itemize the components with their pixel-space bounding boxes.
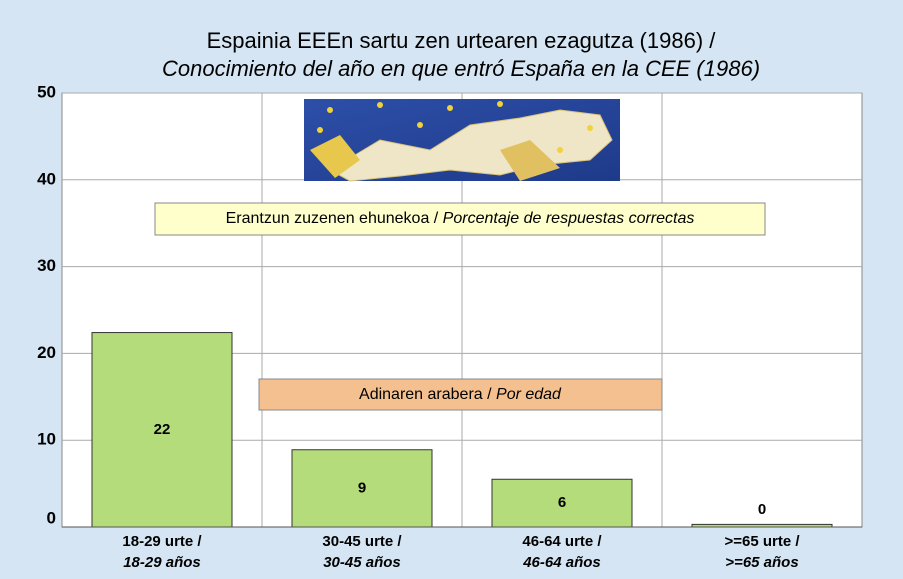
x-tick-label: 30-45 años xyxy=(323,554,401,571)
y-tick-label: 20 xyxy=(37,343,56,362)
x-tick-label: 46-64 urte / xyxy=(522,533,602,550)
annotation-text: Por edad xyxy=(496,386,562,403)
bar xyxy=(91,332,233,528)
bar xyxy=(291,449,433,528)
chart-title: Espainia EEEn sartu zen urtearen ezagutz… xyxy=(207,28,717,53)
y-tick-label: 10 xyxy=(37,430,56,449)
y-tick-label: 40 xyxy=(37,169,56,188)
annotation: Adinaren arabera / Por edad xyxy=(359,386,562,403)
value-label: 6 xyxy=(558,494,566,511)
y-tick-label: 50 xyxy=(37,82,56,101)
value-label: 0 xyxy=(758,501,766,518)
value-label: 22 xyxy=(154,421,171,438)
value-label: 9 xyxy=(358,479,366,496)
annotation-text: Porcentaje de respuestas correctas xyxy=(443,210,695,227)
chart-subtitle: Conocimiento del año en que entró España… xyxy=(162,56,760,81)
annotation: Erantzun zuzenen ehunekoa / Porcentaje d… xyxy=(226,210,695,227)
x-tick-label: 46-64 años xyxy=(522,554,601,571)
y-tick-label: 0 xyxy=(47,508,56,527)
annotation-text: Erantzun zuzenen ehunekoa / xyxy=(226,210,443,227)
x-tick-label: 18-29 años xyxy=(123,554,201,571)
y-tick-label: 30 xyxy=(37,256,56,275)
annotation-box xyxy=(258,378,663,411)
annotation-box xyxy=(154,202,766,236)
x-tick-label: 30-45 urte / xyxy=(322,533,402,550)
x-tick-label: >=65 años xyxy=(725,554,798,571)
europe-image xyxy=(304,99,620,182)
annotation-text: Adinaren arabera / xyxy=(359,386,496,403)
x-tick-label: >=65 urte / xyxy=(724,533,800,550)
x-tick-label: 18-29 urte / xyxy=(122,533,202,550)
